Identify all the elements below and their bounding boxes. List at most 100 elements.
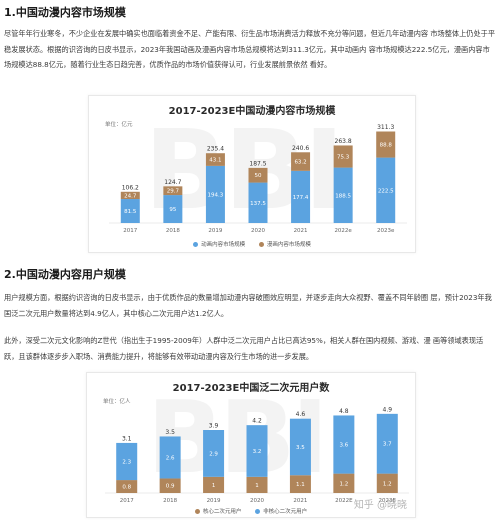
chart2-unit: 单位：亿人 [103, 399, 131, 405]
legend-animation-label: 动画内容市场规模 [201, 242, 246, 248]
animation-dot-icon [193, 241, 199, 247]
bar-value-label: 2.3 [122, 460, 131, 466]
bar-core [246, 476, 268, 493]
chart1-title: 2017-2023E中国动漫内容市场规模 [168, 106, 336, 117]
section1-paragraph: 尽管年年行业寒冬，不少企业在发展中确实也面临着资金不足、产能有限、衍生品市场消费… [4, 29, 496, 69]
bar-total-label: 4.2 [252, 418, 262, 425]
legend-core-label: 核心二次元用户 [202, 509, 242, 515]
bar-total-label: 3.1 [122, 435, 132, 442]
bar-animation [333, 167, 353, 223]
legend-core: 核心二次元用户 [194, 507, 242, 515]
bar-value-label: 194.3 [208, 192, 224, 198]
bar-core [333, 473, 355, 493]
bar-value-label: 188.5 [335, 193, 351, 199]
bar-value-label: 3.6 [339, 443, 348, 449]
bar-total-label: 4.9 [383, 406, 393, 413]
bar-total-label: 124.7 [164, 179, 181, 186]
chart2-title: 2017-2023E中国泛二次元用户数 [172, 383, 330, 394]
bar-value-label: 3.2 [253, 449, 262, 455]
bar-noncore [159, 436, 181, 479]
x-tick-label: 2019 [208, 228, 222, 234]
bar-value-label: 1.1 [296, 482, 305, 488]
chart2-legend: 核心二次元用户 非核心二次元用户 [87, 507, 415, 516]
bar-comic [291, 152, 311, 171]
bar-animation [163, 195, 183, 223]
x-tick-label: 2023E [379, 498, 397, 504]
bar-total-label: 311.3 [377, 124, 394, 131]
bar-value-label: 29.7 [167, 189, 180, 195]
bar-total-label: 263.8 [335, 138, 352, 145]
bar-animation [248, 182, 268, 223]
bar-value-label: 222.5 [378, 188, 394, 194]
bar-comic [205, 153, 225, 166]
x-tick-label: 2021 [294, 228, 308, 234]
x-tick-label: 2021 [293, 498, 307, 504]
legend-animation: 动画内容市场规模 [193, 240, 245, 248]
bar-noncore [203, 430, 225, 477]
bar-value-label: 1 [255, 483, 259, 489]
chart1-unit: 单位：亿元 [105, 122, 133, 128]
x-tick-label: 2022e [334, 228, 352, 234]
bar-noncore [333, 415, 355, 474]
x-tick-label: 2017 [120, 498, 134, 504]
bar-total-label: 4.8 [339, 408, 349, 415]
legend-comic: 漫画内容市场规模 [258, 240, 311, 248]
bar-noncore [376, 413, 398, 474]
section2-paragraph-2: 此外，深受二次元文化影响的Z世代（指出生于1995-2009年）人群中泛二次元用… [4, 336, 484, 361]
x-tick-label: 2017 [123, 228, 137, 234]
section2-paragraph-1: 用户规模方面，根据约识咨询的日皮书显示，由于优质作品的数量增加动漫内容破圈效应明… [4, 293, 492, 318]
x-tick-label: 2020 [250, 498, 264, 504]
core-dot-icon [194, 508, 200, 514]
zhihu-credit: 知乎 @晓晓 [353, 500, 407, 511]
bar-total-label: 3.9 [209, 423, 219, 430]
x-tick-label: 2019 [207, 498, 221, 504]
chart1-legend: 动画内容市场规模 漫画内容市场规模 [89, 240, 415, 249]
bar-value-label: 1 [212, 483, 216, 489]
bar-animation [205, 165, 225, 223]
bar-total-label: 235.4 [207, 146, 224, 153]
legend-noncore-label: 非核心二次元用户 [263, 509, 308, 515]
bar-value-label: 2.9 [209, 451, 218, 457]
bar-value-label: 43.1 [209, 158, 221, 164]
bar-value-label: 95 [169, 207, 176, 213]
bar-value-label: 24.7 [124, 193, 137, 199]
market-size-chart-card: BBI 2017-2023E中国动漫内容市场规模 单位：亿元 81.5 24.7 1… [88, 95, 416, 253]
comic-dot-icon [258, 241, 264, 247]
legend-noncore: 非核心二次元用户 [255, 507, 307, 515]
bar-comic [333, 145, 353, 168]
bar-core [289, 475, 311, 493]
bar-value-label: 0.9 [166, 484, 175, 490]
x-tick-label: 2023e [377, 228, 395, 234]
legend-comic-label: 漫画内容市场规模 [266, 242, 311, 248]
bar-noncore [116, 442, 138, 481]
bar-total-label: 187.5 [249, 160, 266, 167]
bar-comic [248, 167, 268, 183]
bar-total-label: 3.5 [165, 429, 175, 436]
bar-animation [291, 170, 311, 223]
bar-core [376, 473, 398, 493]
section2-heading: 2.中国动漫内容用户规模 [4, 268, 126, 281]
bar-value-label: 177.4 [293, 195, 309, 201]
user-count-chart: 0.8 2.3 3.1 2017 0.9 2.6 3.5 2018 1 2.9 3.9 2019 1 3.… [105, 406, 409, 504]
user-count-chart-card: BBI 2017-2023E中国泛二次元用户数 单位：亿人 0.8 2.3 3.1 2… [86, 372, 416, 518]
bar-total-label: 240.6 [292, 145, 309, 152]
bar-value-label: 0.8 [122, 485, 131, 491]
bar-value-label: 137.5 [250, 201, 266, 207]
bar-value-label: 1.2 [383, 481, 392, 487]
x-tick-label: 2020 [251, 228, 265, 234]
bar-comic [120, 191, 140, 200]
bar-animation [376, 157, 396, 223]
bar-core [159, 478, 181, 493]
bar-value-label: 63.2 [294, 160, 306, 166]
market-size-chart: 81.5 24.7 106.2 2017 95 29.7 124.7 2018 194.3 43.… [109, 124, 407, 234]
bar-noncore [289, 418, 311, 476]
bar-value-label: 81.5 [124, 209, 137, 215]
bar-value-label: 3.5 [296, 445, 305, 451]
bar-value-label: 50 [255, 173, 262, 179]
bar-animation [120, 199, 140, 223]
bar-value-label: 3.7 [383, 442, 392, 448]
bar-comic [376, 131, 396, 158]
bar-core [203, 476, 225, 493]
bar-noncore [246, 425, 268, 477]
noncore-dot-icon [255, 508, 261, 514]
